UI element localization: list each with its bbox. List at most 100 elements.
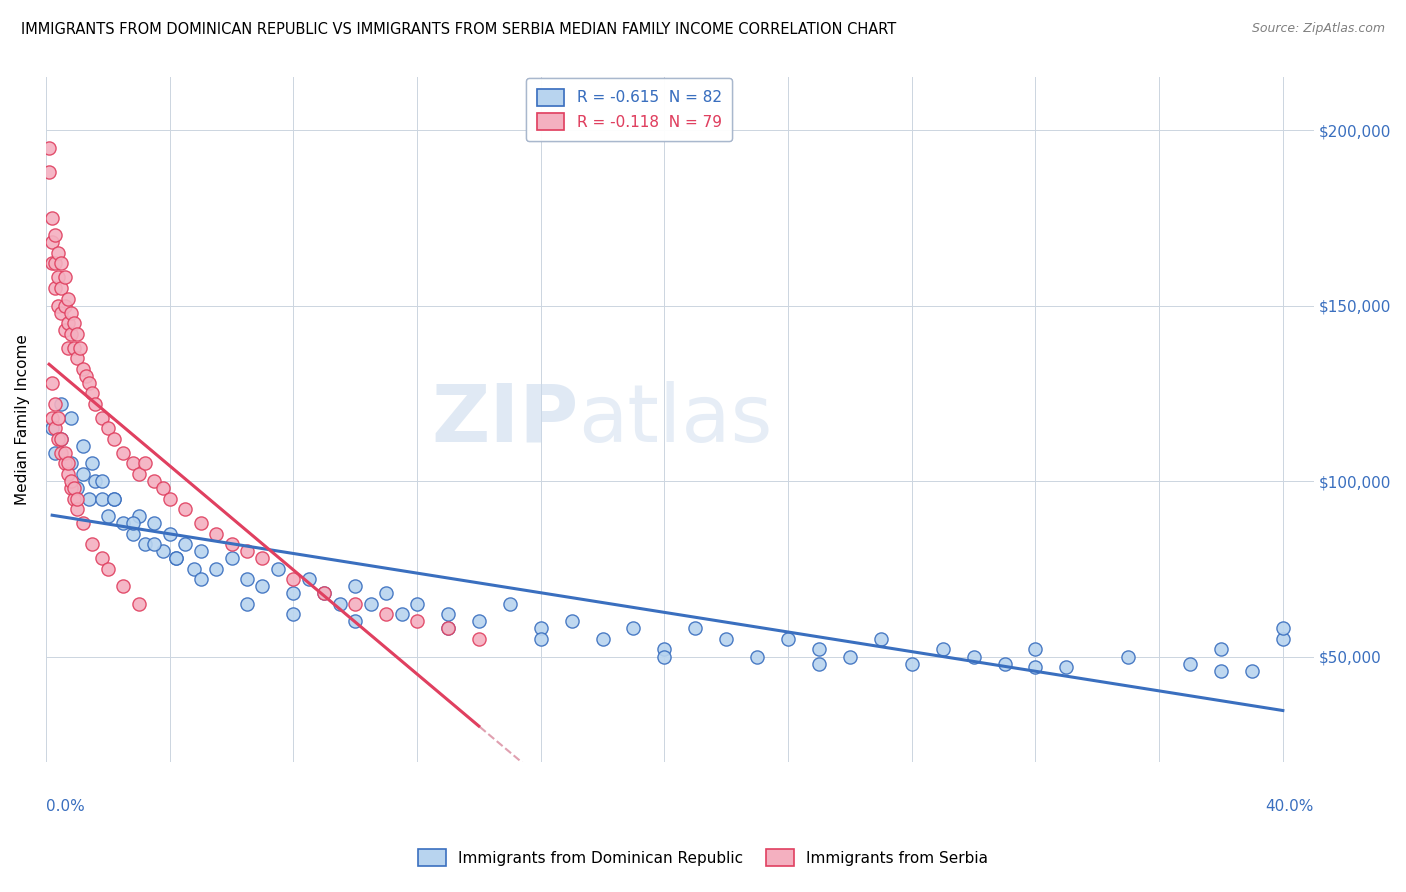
Point bbox=[298, 572, 321, 586]
Text: 40.0%: 40.0% bbox=[1265, 799, 1313, 814]
Point bbox=[90, 410, 112, 425]
Point bbox=[375, 586, 398, 600]
Point bbox=[82, 457, 104, 471]
Point bbox=[143, 537, 166, 551]
Point bbox=[900, 657, 922, 671]
Point bbox=[165, 551, 187, 566]
Point bbox=[159, 491, 181, 506]
Point bbox=[51, 256, 73, 270]
Point bbox=[41, 376, 63, 390]
Point bbox=[1209, 642, 1232, 657]
Point bbox=[90, 474, 112, 488]
Point bbox=[103, 491, 125, 506]
Y-axis label: Median Family Income: Median Family Income bbox=[15, 334, 30, 505]
Point bbox=[205, 526, 228, 541]
Point bbox=[44, 421, 66, 435]
Point bbox=[1209, 664, 1232, 678]
Point bbox=[152, 481, 174, 495]
Point bbox=[41, 256, 63, 270]
Point bbox=[134, 457, 156, 471]
Point bbox=[808, 657, 831, 671]
Point bbox=[82, 386, 104, 401]
Point bbox=[44, 397, 66, 411]
Point bbox=[77, 376, 100, 390]
Point bbox=[62, 481, 84, 495]
Text: 0.0%: 0.0% bbox=[46, 799, 84, 814]
Point bbox=[56, 316, 79, 330]
Point bbox=[716, 632, 738, 646]
Point bbox=[66, 481, 89, 495]
Point bbox=[44, 446, 66, 460]
Point bbox=[46, 299, 69, 313]
Point bbox=[174, 502, 197, 516]
Point bbox=[59, 457, 82, 471]
Point bbox=[51, 432, 73, 446]
Point bbox=[685, 622, 707, 636]
Point bbox=[59, 410, 82, 425]
Point bbox=[190, 572, 212, 586]
Point bbox=[1116, 649, 1139, 664]
Point bbox=[41, 410, 63, 425]
Point bbox=[437, 607, 460, 622]
Point bbox=[84, 474, 107, 488]
Point bbox=[121, 516, 143, 530]
Point bbox=[66, 326, 89, 341]
Point bbox=[103, 432, 125, 446]
Point bbox=[72, 439, 94, 453]
Point bbox=[592, 632, 614, 646]
Point bbox=[56, 341, 79, 355]
Point bbox=[283, 572, 305, 586]
Point bbox=[406, 597, 429, 611]
Point bbox=[112, 516, 135, 530]
Text: ZIP: ZIP bbox=[432, 381, 578, 458]
Point bbox=[360, 597, 382, 611]
Text: IMMIGRANTS FROM DOMINICAN REPUBLIC VS IMMIGRANTS FROM SERBIA MEDIAN FAMILY INCOM: IMMIGRANTS FROM DOMINICAN REPUBLIC VS IM… bbox=[21, 22, 897, 37]
Point bbox=[46, 432, 69, 446]
Legend: R = -0.615  N = 82, R = -0.118  N = 79: R = -0.615 N = 82, R = -0.118 N = 79 bbox=[526, 78, 733, 141]
Point bbox=[623, 622, 645, 636]
Point bbox=[468, 615, 491, 629]
Point bbox=[236, 544, 259, 558]
Point bbox=[56, 292, 79, 306]
Point bbox=[62, 316, 84, 330]
Point bbox=[183, 562, 205, 576]
Point bbox=[97, 509, 120, 524]
Point bbox=[283, 607, 305, 622]
Point bbox=[97, 562, 120, 576]
Point bbox=[90, 551, 112, 566]
Point bbox=[38, 141, 60, 155]
Point bbox=[329, 597, 352, 611]
Point bbox=[530, 632, 553, 646]
Point bbox=[59, 326, 82, 341]
Point bbox=[44, 281, 66, 295]
Text: atlas: atlas bbox=[578, 381, 773, 458]
Point bbox=[69, 341, 91, 355]
Point bbox=[530, 622, 553, 636]
Point bbox=[128, 597, 150, 611]
Point bbox=[221, 551, 243, 566]
Point bbox=[62, 491, 84, 506]
Point bbox=[1271, 622, 1294, 636]
Point bbox=[51, 305, 73, 319]
Point bbox=[53, 299, 76, 313]
Point bbox=[75, 368, 97, 383]
Point bbox=[190, 516, 212, 530]
Point bbox=[51, 432, 73, 446]
Point bbox=[44, 256, 66, 270]
Point bbox=[205, 562, 228, 576]
Point bbox=[778, 632, 800, 646]
Point bbox=[66, 491, 89, 506]
Point bbox=[66, 351, 89, 366]
Point bbox=[561, 615, 583, 629]
Point bbox=[56, 467, 79, 481]
Point bbox=[41, 235, 63, 250]
Point bbox=[90, 491, 112, 506]
Point bbox=[59, 474, 82, 488]
Point bbox=[143, 474, 166, 488]
Point bbox=[103, 491, 125, 506]
Point bbox=[1054, 660, 1077, 674]
Point bbox=[112, 446, 135, 460]
Point bbox=[66, 502, 89, 516]
Point bbox=[59, 481, 82, 495]
Point bbox=[38, 165, 60, 179]
